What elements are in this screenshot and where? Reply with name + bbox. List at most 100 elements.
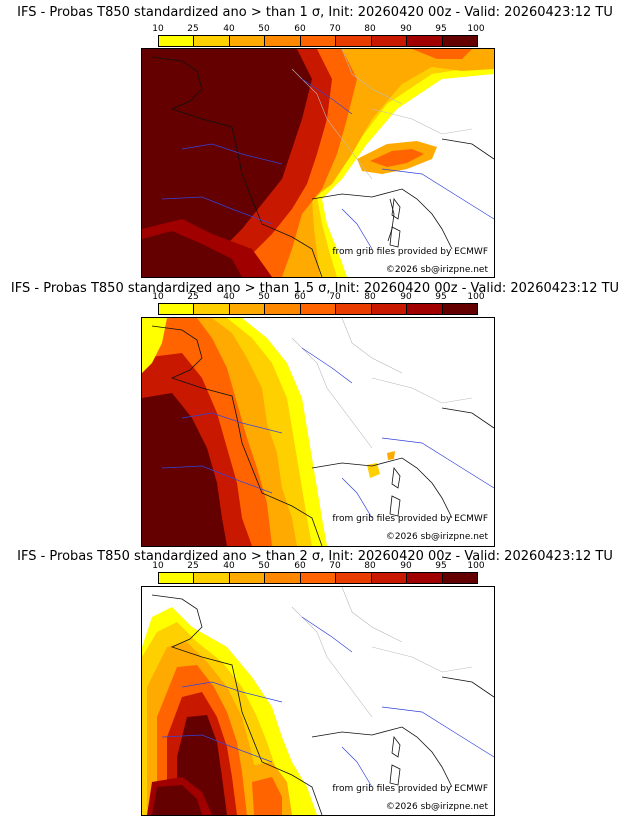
tick-label: 60 <box>294 292 306 302</box>
map-graphic <box>142 587 494 815</box>
credit-copyright: ©2026 sb@irizpne.net <box>385 802 488 812</box>
colorbar-cell <box>194 573 230 583</box>
tick-label: 80 <box>364 292 376 302</box>
map-graphic <box>142 49 494 277</box>
colorbar-cell <box>336 304 372 314</box>
tick-label: 60 <box>294 561 306 571</box>
tick-label: 50 <box>258 292 270 302</box>
tick-label: 25 <box>187 24 199 34</box>
colorbar-cell <box>407 36 443 46</box>
tick-label: 50 <box>258 561 270 571</box>
credit-source: from grib files provided by ECMWF <box>332 247 488 257</box>
tick-label: 10 <box>152 561 164 571</box>
prob-zone-low-west <box>142 318 167 373</box>
probability-map: from grib files provided by ECMWF ©2026 … <box>141 586 495 816</box>
colorbar <box>158 572 478 584</box>
tick-label: 70 <box>329 24 341 34</box>
credit-copyright: ©2026 sb@irizpne.net <box>385 532 488 542</box>
rivers <box>161 78 494 250</box>
coastlines <box>151 56 494 277</box>
colorbar-cell <box>159 304 195 314</box>
panel-title: IFS - Probas T850 standardized ano > tha… <box>17 5 613 20</box>
colorbar-tick-labels: 10 25 40 50 60 70 80 90 95 100 <box>152 24 484 34</box>
tick-label: 80 <box>364 561 376 571</box>
coastlines <box>151 325 494 546</box>
prob-zone-spot <box>387 451 395 460</box>
colorbar-cell <box>300 573 337 583</box>
prob-zone-95 <box>152 785 202 815</box>
colorbar-cell <box>300 304 337 314</box>
prob-zone-alps-inner <box>370 149 424 167</box>
probability-map: from grib files provided by ECMWF ©2026 … <box>141 48 495 278</box>
credit-copyright: ©2026 sb@irizpne.net <box>385 265 488 275</box>
colorbar-cell <box>371 36 408 46</box>
tick-label: 95 <box>435 24 447 34</box>
colorbar-cell <box>159 573 195 583</box>
colorbar-cell <box>442 304 477 314</box>
colorbar-cell <box>407 304 443 314</box>
tick-label: 25 <box>187 561 199 571</box>
colorbar-cell <box>159 36 195 46</box>
colorbar-cell <box>194 304 230 314</box>
tick-label: 80 <box>364 24 376 34</box>
panel-title: IFS - Probas T850 standardized ano > tha… <box>10 281 620 296</box>
tick-label: 60 <box>294 24 306 34</box>
colorbar-cell <box>371 304 408 314</box>
coastlines <box>151 594 494 815</box>
colorbar-cell <box>300 36 337 46</box>
colorbar-cell <box>229 36 266 46</box>
borders <box>291 318 473 449</box>
map-graphic <box>142 318 494 546</box>
tick-label: 50 <box>258 24 270 34</box>
colorbar-cell <box>265 36 301 46</box>
tick-label: 90 <box>400 24 412 34</box>
prob-zone-95 <box>142 393 227 546</box>
islands <box>389 197 401 248</box>
credit-source: from grib files provided by ECMWF <box>332 514 488 524</box>
probability-map: from grib files provided by ECMWF ©2026 … <box>141 317 495 547</box>
colorbar-cell <box>442 573 477 583</box>
colorbar-tick-labels: 10 25 40 50 60 70 80 90 95 100 <box>152 292 484 302</box>
tick-label: 25 <box>187 292 199 302</box>
tick-label: 40 <box>223 24 235 34</box>
prob-zone-95 <box>142 49 312 277</box>
tick-label: 90 <box>400 561 412 571</box>
colorbar-cell <box>194 36 230 46</box>
islands <box>389 466 401 517</box>
rivers <box>161 347 494 519</box>
borders <box>291 587 473 718</box>
tick-label: 10 <box>152 24 164 34</box>
tick-label: 70 <box>329 561 341 571</box>
tick-label: 95 <box>435 561 447 571</box>
colorbar-cell <box>371 573 408 583</box>
tick-label: 100 <box>467 561 485 571</box>
colorbar-cell <box>336 36 372 46</box>
colorbar-cell <box>229 573 266 583</box>
colorbar-cell <box>442 36 477 46</box>
prob-zone-spot <box>367 463 380 478</box>
colorbar-cell <box>336 573 372 583</box>
credit-source: from grib files provided by ECMWF <box>332 784 488 794</box>
colorbar-cell <box>229 304 266 314</box>
prob-zone-north-inner <box>412 49 472 59</box>
islands <box>389 735 401 786</box>
tick-label: 100 <box>467 292 485 302</box>
tick-label: 100 <box>467 24 485 34</box>
colorbar <box>158 303 478 315</box>
tick-label: 40 <box>223 292 235 302</box>
colorbar-tick-labels: 10 25 40 50 60 70 80 90 95 100 <box>152 561 484 571</box>
prob-zone-95 <box>142 231 242 277</box>
tick-label: 95 <box>435 292 447 302</box>
tick-label: 90 <box>400 292 412 302</box>
colorbar-cell <box>265 573 301 583</box>
prob-zone-se-inner <box>252 777 282 815</box>
borders <box>291 49 473 180</box>
tick-label: 10 <box>152 292 164 302</box>
colorbar-cell <box>407 573 443 583</box>
tick-label: 70 <box>329 292 341 302</box>
rivers <box>161 616 494 788</box>
tick-label: 40 <box>223 561 235 571</box>
colorbar <box>158 35 478 47</box>
colorbar-cell <box>265 304 301 314</box>
panel-title: IFS - Probas T850 standardized ano > tha… <box>17 549 613 564</box>
